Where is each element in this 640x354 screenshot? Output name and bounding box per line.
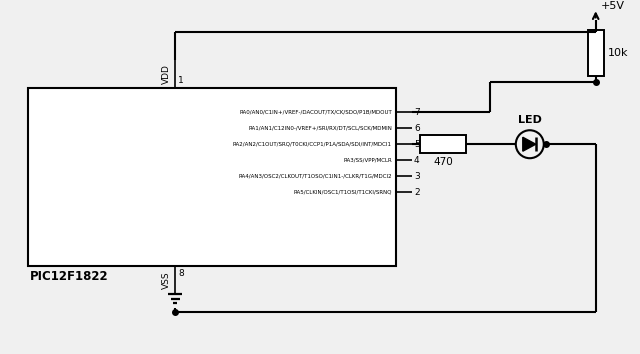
Text: 2: 2 (414, 188, 420, 197)
Text: 1: 1 (179, 76, 184, 85)
Text: 470: 470 (433, 157, 452, 167)
Text: VSS: VSS (163, 271, 172, 289)
Bar (420, 135, 466, 153)
Text: 4: 4 (414, 156, 420, 165)
Text: 3: 3 (414, 172, 420, 181)
Bar (28, 88, 396, 266)
Bar (588, 30, 604, 76)
Text: LED: LED (518, 115, 541, 125)
Text: 8: 8 (179, 269, 184, 278)
Text: 6: 6 (414, 124, 420, 133)
Polygon shape (523, 137, 536, 151)
Text: RA3/SS/VPP/MCLR: RA3/SS/VPP/MCLR (343, 158, 392, 163)
Text: 10k: 10k (608, 48, 628, 58)
Text: RA5/CLKIN/OSC1/T1OSI/T1CKI/SRNQ: RA5/CLKIN/OSC1/T1OSI/T1CKI/SRNQ (293, 190, 392, 195)
Text: PIC12F1822: PIC12F1822 (30, 270, 109, 283)
Text: RA1/AN1/C12IN0-/VREF+/SRI/RX/DT/SCL/SCK/MDMIN: RA1/AN1/C12IN0-/VREF+/SRI/RX/DT/SCL/SCK/… (248, 126, 392, 131)
Text: RA4/AN3/OSC2/CLKOUT/T1OSO/C1IN1-/CLKR/T1G/MDCI2: RA4/AN3/OSC2/CLKOUT/T1OSO/C1IN1-/CLKR/T1… (238, 174, 392, 179)
Text: +5V: +5V (601, 1, 625, 11)
Text: RA0/AN0/C1IN+/VREF-/DACOUT/TX/CK/SDO/P1B/MDOUT: RA0/AN0/C1IN+/VREF-/DACOUT/TX/CK/SDO/P1B… (239, 110, 392, 115)
Text: RA2/AN2/C1OUT/SRQ/T0CKI/CCP1/P1A/SDA/SDI/INT/MDCI1: RA2/AN2/C1OUT/SRQ/T0CKI/CCP1/P1A/SDA/SDI… (233, 142, 392, 147)
Text: 7: 7 (414, 108, 420, 117)
Text: VDD: VDD (163, 64, 172, 84)
Text: 5: 5 (414, 140, 420, 149)
